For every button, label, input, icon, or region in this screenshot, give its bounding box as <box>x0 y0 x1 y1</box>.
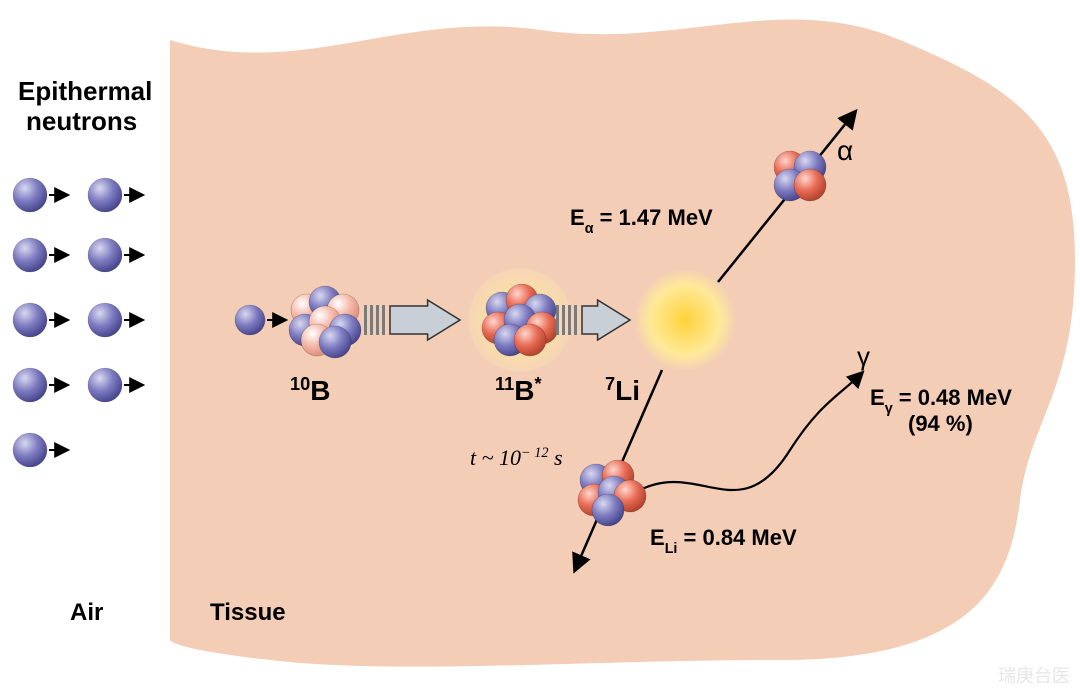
alpha-particle <box>774 151 826 201</box>
label-neutrons-1: Epithermal <box>18 76 152 106</box>
neutron <box>13 178 47 212</box>
neutron <box>88 303 122 337</box>
incoming-neutron <box>235 305 265 335</box>
neutron <box>13 303 47 337</box>
label-air: Air <box>70 599 103 626</box>
neutron <box>13 368 47 402</box>
neutron <box>13 238 47 272</box>
label-gamma: γ <box>857 341 870 371</box>
label-tissue: Tissue <box>210 599 286 626</box>
neutron <box>13 433 47 467</box>
neutron <box>88 178 122 212</box>
label-neutrons-2: neutrons <box>26 106 137 136</box>
neutron <box>88 238 122 272</box>
neutron <box>88 368 122 402</box>
label-time: t ~ 10− 12 s <box>470 445 563 470</box>
fission-flash <box>635 270 735 370</box>
watermark: 瑞庚台医 <box>998 666 1070 686</box>
label-alpha: α <box>837 135 853 166</box>
label-Egamma-pct: (94 %) <box>908 411 973 436</box>
